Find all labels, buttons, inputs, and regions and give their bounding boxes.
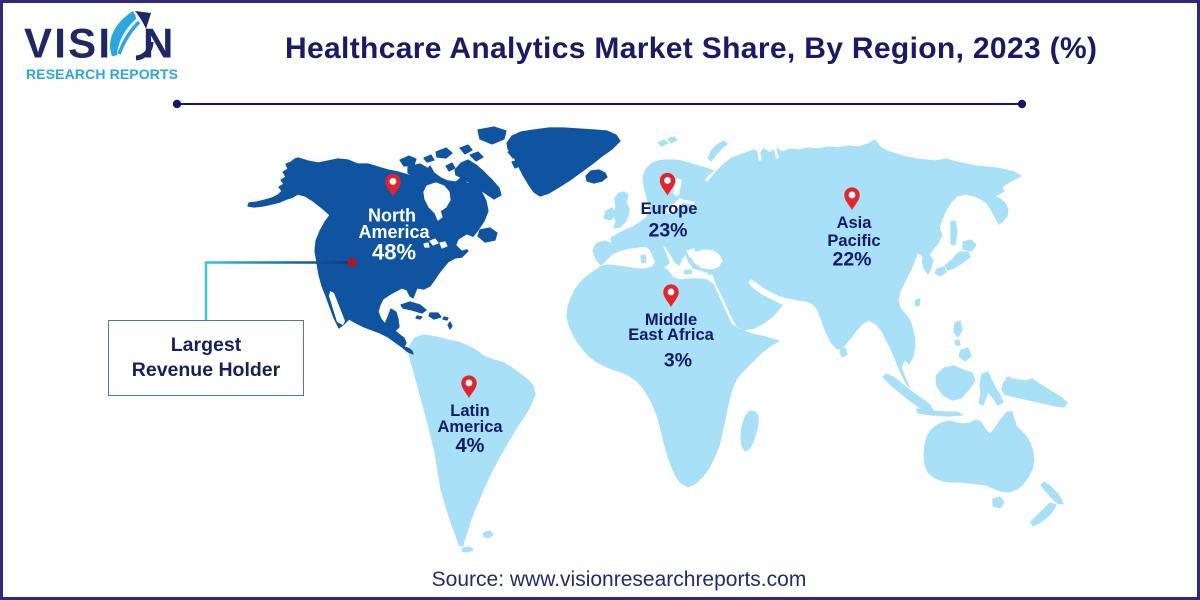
svg-text:Pacific: Pacific [827, 232, 880, 250]
svg-text:VISI: VISI [24, 20, 110, 67]
svg-text:4%: 4% [456, 435, 485, 457]
svg-text:Healthcare Analytics Market Sh: Healthcare Analytics Market Share, By Re… [285, 32, 1097, 65]
svg-text:East Africa: East Africa [628, 326, 714, 344]
svg-text:RESEARCH REPORTS: RESEARCH REPORTS [26, 66, 178, 82]
svg-text:Europe: Europe [641, 200, 698, 218]
svg-text:North: North [368, 206, 416, 226]
svg-text:22%: 22% [832, 249, 871, 271]
svg-text:Source: www.visionresearchrepo: Source: www.visionresearchreports.com [432, 568, 807, 591]
svg-text:Asia: Asia [837, 214, 873, 232]
svg-text:Latin: Latin [450, 402, 489, 420]
svg-text:America: America [358, 222, 430, 242]
svg-text:Middle: Middle [645, 311, 697, 329]
svg-text:48%: 48% [372, 240, 416, 265]
svg-text:3%: 3% [664, 350, 692, 372]
svg-text:23%: 23% [648, 220, 687, 242]
svg-text:America: America [437, 418, 503, 436]
svg-text:N: N [143, 20, 173, 67]
